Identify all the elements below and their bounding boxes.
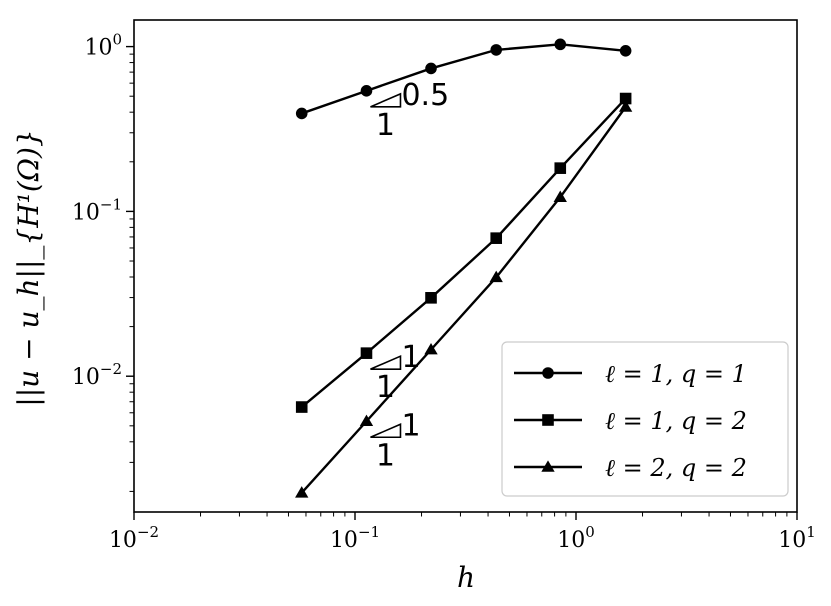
- y-tick-label: 100: [84, 31, 122, 61]
- slope-run-label: 1: [376, 108, 395, 143]
- y-tick-label: 10−2: [72, 360, 122, 390]
- x-axis-title: h: [457, 561, 475, 594]
- x-tick-label: 10−1: [330, 523, 380, 553]
- slope-rise-label: 1: [401, 408, 420, 443]
- y-tick-label: 10−1: [72, 195, 122, 225]
- data-point: [618, 100, 633, 112]
- legend-frame: [501, 341, 789, 497]
- slope-triangle-shape: [370, 354, 402, 370]
- slope-triangle: 11: [370, 408, 421, 473]
- legend-marker: [542, 414, 554, 426]
- data-point: [425, 62, 437, 75]
- legend-marker: [542, 367, 554, 379]
- data-point: [554, 38, 567, 51]
- data-point: [619, 92, 632, 105]
- y-axis-title: ||u − u_h||_{H¹(Ω)}: [12, 129, 45, 406]
- data-point: [619, 44, 632, 57]
- data-point: [490, 232, 503, 244]
- x-tick-label: 101: [778, 523, 816, 553]
- legend-label: ℓ = 1, q = 1: [605, 360, 747, 388]
- data-point: [489, 270, 503, 283]
- slope-run-label: 1: [376, 438, 395, 473]
- legend: ℓ = 1, q = 1 ℓ = 1, q = 2 ℓ = 2, q = 2: [501, 341, 789, 497]
- slope-rise-label: 1: [401, 340, 420, 375]
- data-point: [360, 85, 373, 97]
- legend-entry: ℓ = 1, q = 2: [514, 407, 747, 435]
- slope-triangle: 11: [370, 340, 421, 405]
- slope-triangle: 10.5: [370, 78, 449, 143]
- data-point: [554, 162, 567, 174]
- legend-entry: ℓ = 1, q = 1: [514, 360, 747, 388]
- data-point: [295, 107, 308, 120]
- legend-entry: ℓ = 2, q = 2: [514, 454, 747, 482]
- series-line: [301, 43, 626, 115]
- slope-triangle-shape: [370, 423, 402, 439]
- series-line: [300, 97, 627, 408]
- data-point: [295, 486, 309, 498]
- data-point: [490, 44, 503, 56]
- x-tick-label: 10−2: [109, 523, 159, 553]
- data-point: [553, 190, 567, 202]
- data-point: [424, 342, 438, 355]
- slope-triangle-shape: [370, 92, 402, 108]
- series-circle: [295, 38, 632, 120]
- x-tick-label: 100: [557, 523, 595, 553]
- legend-marker: [541, 460, 555, 472]
- data-point: [359, 414, 374, 427]
- data-point: [295, 401, 308, 413]
- slope-rise-label: 0.5: [401, 78, 449, 113]
- legend-label: ℓ = 2, q = 2: [605, 454, 747, 482]
- legend-label: ℓ = 1, q = 2: [605, 407, 747, 435]
- plot-frame: [133, 19, 798, 513]
- series-line: [300, 106, 627, 494]
- series-triangle: [295, 100, 633, 498]
- slope-run-label: 1: [376, 370, 395, 405]
- data-point: [425, 292, 437, 304]
- series-square: [295, 92, 632, 413]
- data-point: [360, 347, 373, 359]
